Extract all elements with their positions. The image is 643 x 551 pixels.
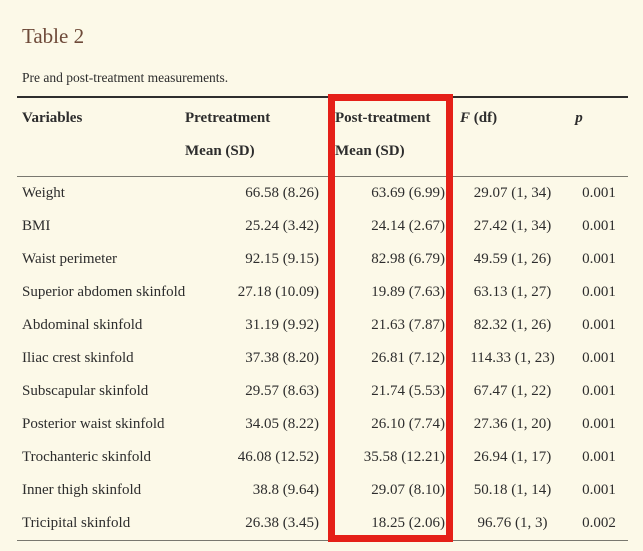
table-row: Superior abdomen skinfold 27.18 (10.09) … <box>17 276 628 309</box>
header-posttreatment-line1: Post-treatment <box>335 110 431 126</box>
page-title: Table 2 <box>22 24 85 48</box>
cell-variable: Inner thigh skinfold <box>22 482 142 498</box>
cell-pretreatment: 37.38 (8.20) <box>245 350 319 366</box>
header-posttreatment-line2: Mean (SD) <box>335 143 405 159</box>
cell-pretreatment: 66.58 (8.26) <box>245 185 319 201</box>
table-row: Inner thigh skinfold 38.8 (9.64) 29.07 (… <box>17 474 628 507</box>
cell-f-df: 50.18 (1, 14) <box>473 482 552 498</box>
cell-posttreatment: 35.58 (12.21) <box>363 449 445 465</box>
header-f-df: F (df) <box>455 97 570 177</box>
header-variables-label: Variables <box>22 110 83 126</box>
cell-pretreatment: 92.15 (9.15) <box>245 251 319 267</box>
table-row: Abdominal skinfold 31.19 (9.92) 21.63 (7… <box>17 309 628 342</box>
header-pretreatment-line2: Mean (SD) <box>185 143 255 159</box>
cell-f-df: 67.47 (1, 22) <box>473 383 552 399</box>
cell-pretreatment: 27.18 (10.09) <box>237 284 319 300</box>
cell-posttreatment: 29.07 (8.10) <box>371 482 445 498</box>
cell-posttreatment: 26.81 (7.12) <box>371 350 445 366</box>
table-row: BMI 25.24 (3.42) 24.14 (2.67) 27.42 (1, … <box>17 210 628 243</box>
cell-p: 0.001 <box>582 218 616 234</box>
cell-variable: Waist perimeter <box>22 251 118 267</box>
cell-f-df: 63.13 (1, 27) <box>473 284 552 300</box>
header-p-label: p <box>575 110 583 126</box>
cell-f-df: 114.33 (1, 23) <box>470 350 555 366</box>
header-variables: Variables <box>17 97 180 177</box>
table-row: Iliac crest skinfold 37.38 (8.20) 26.81 … <box>17 342 628 375</box>
cell-posttreatment: 19.89 (7.63) <box>371 284 445 300</box>
header-p: p <box>570 97 628 177</box>
cell-p: 0.001 <box>582 449 616 465</box>
cell-p: 0.001 <box>582 284 616 300</box>
cell-variable: Tricipital skinfold <box>22 515 131 531</box>
table-caption: Pre and post-treatment measurements. <box>22 70 229 85</box>
cell-f-df: 49.59 (1, 26) <box>473 251 552 267</box>
cell-pretreatment: 29.57 (8.63) <box>245 383 319 399</box>
table-body: Weight 66.58 (8.26) 63.69 (6.99) 29.07 (… <box>17 177 628 541</box>
f-symbol: F <box>460 110 471 126</box>
cell-p: 0.001 <box>582 317 616 333</box>
cell-variable: Iliac crest skinfold <box>22 350 134 366</box>
cell-variable: BMI <box>22 218 51 234</box>
cell-f-df: 29.07 (1, 34) <box>473 185 552 201</box>
cell-f-df: 27.42 (1, 34) <box>473 218 552 234</box>
cell-f-df: 26.94 (1, 17) <box>473 449 552 465</box>
cell-variable: Superior abdomen skinfold <box>22 284 186 300</box>
measurements-table: Variables Pretreatment Mean (SD) Post-tr… <box>17 96 628 541</box>
f-df-rest: (df) <box>473 110 498 126</box>
cell-variable: Weight <box>22 185 65 201</box>
cell-p: 0.002 <box>582 515 616 531</box>
cell-pretreatment: 26.38 (3.45) <box>245 515 319 531</box>
cell-p: 0.001 <box>582 383 616 399</box>
cell-pretreatment: 34.05 (8.22) <box>245 416 319 432</box>
cell-f-df: 96.76 (1, 3) <box>477 515 548 531</box>
table-row: Tricipital skinfold 26.38 (3.45) 18.25 (… <box>17 507 628 541</box>
cell-f-df: 27.36 (1, 20) <box>473 416 552 432</box>
cell-p: 0.001 <box>582 350 616 366</box>
cell-p: 0.001 <box>582 416 616 432</box>
cell-p: 0.001 <box>582 185 616 201</box>
cell-posttreatment: 24.14 (2.67) <box>371 218 445 234</box>
table-row: Weight 66.58 (8.26) 63.69 (6.99) 29.07 (… <box>17 177 628 211</box>
cell-p: 0.001 <box>582 251 616 267</box>
cell-posttreatment: 21.63 (7.87) <box>371 317 445 333</box>
header-pretreatment: Pretreatment Mean (SD) <box>180 97 325 177</box>
cell-posttreatment: 18.25 (2.06) <box>371 515 445 531</box>
table-header: Variables Pretreatment Mean (SD) Post-tr… <box>17 97 628 177</box>
cell-posttreatment: 82.98 (6.79) <box>371 251 445 267</box>
cell-pretreatment: 46.08 (12.52) <box>237 449 319 465</box>
table-row: Trochanteric skinfold 46.08 (12.52) 35.5… <box>17 441 628 474</box>
header-pretreatment-line1: Pretreatment <box>185 110 271 126</box>
cell-pretreatment: 31.19 (9.92) <box>245 317 319 333</box>
header-row: Variables Pretreatment Mean (SD) Post-tr… <box>17 97 628 177</box>
cell-variable: Posterior waist skinfold <box>22 416 165 432</box>
cell-variable: Abdominal skinfold <box>22 317 143 333</box>
cell-f-df: 82.32 (1, 26) <box>473 317 552 333</box>
cell-pretreatment: 38.8 (9.64) <box>252 482 319 498</box>
cell-pretreatment: 25.24 (3.42) <box>245 218 319 234</box>
cell-posttreatment: 26.10 (7.74) <box>371 416 445 432</box>
cell-variable: Trochanteric skinfold <box>22 449 152 465</box>
table-row: Subscapular skinfold 29.57 (8.63) 21.74 … <box>17 375 628 408</box>
table-row: Waist perimeter 92.15 (9.15) 82.98 (6.79… <box>17 243 628 276</box>
header-posttreatment: Post-treatment Mean (SD) <box>325 97 455 177</box>
cell-posttreatment: 63.69 (6.99) <box>371 185 445 201</box>
table-row: Posterior waist skinfold 34.05 (8.22) 26… <box>17 408 628 441</box>
cell-posttreatment: 21.74 (5.53) <box>371 383 445 399</box>
cell-p: 0.001 <box>582 482 616 498</box>
header-f-df-label: F (df) <box>460 102 570 135</box>
cell-variable: Subscapular skinfold <box>22 383 149 399</box>
